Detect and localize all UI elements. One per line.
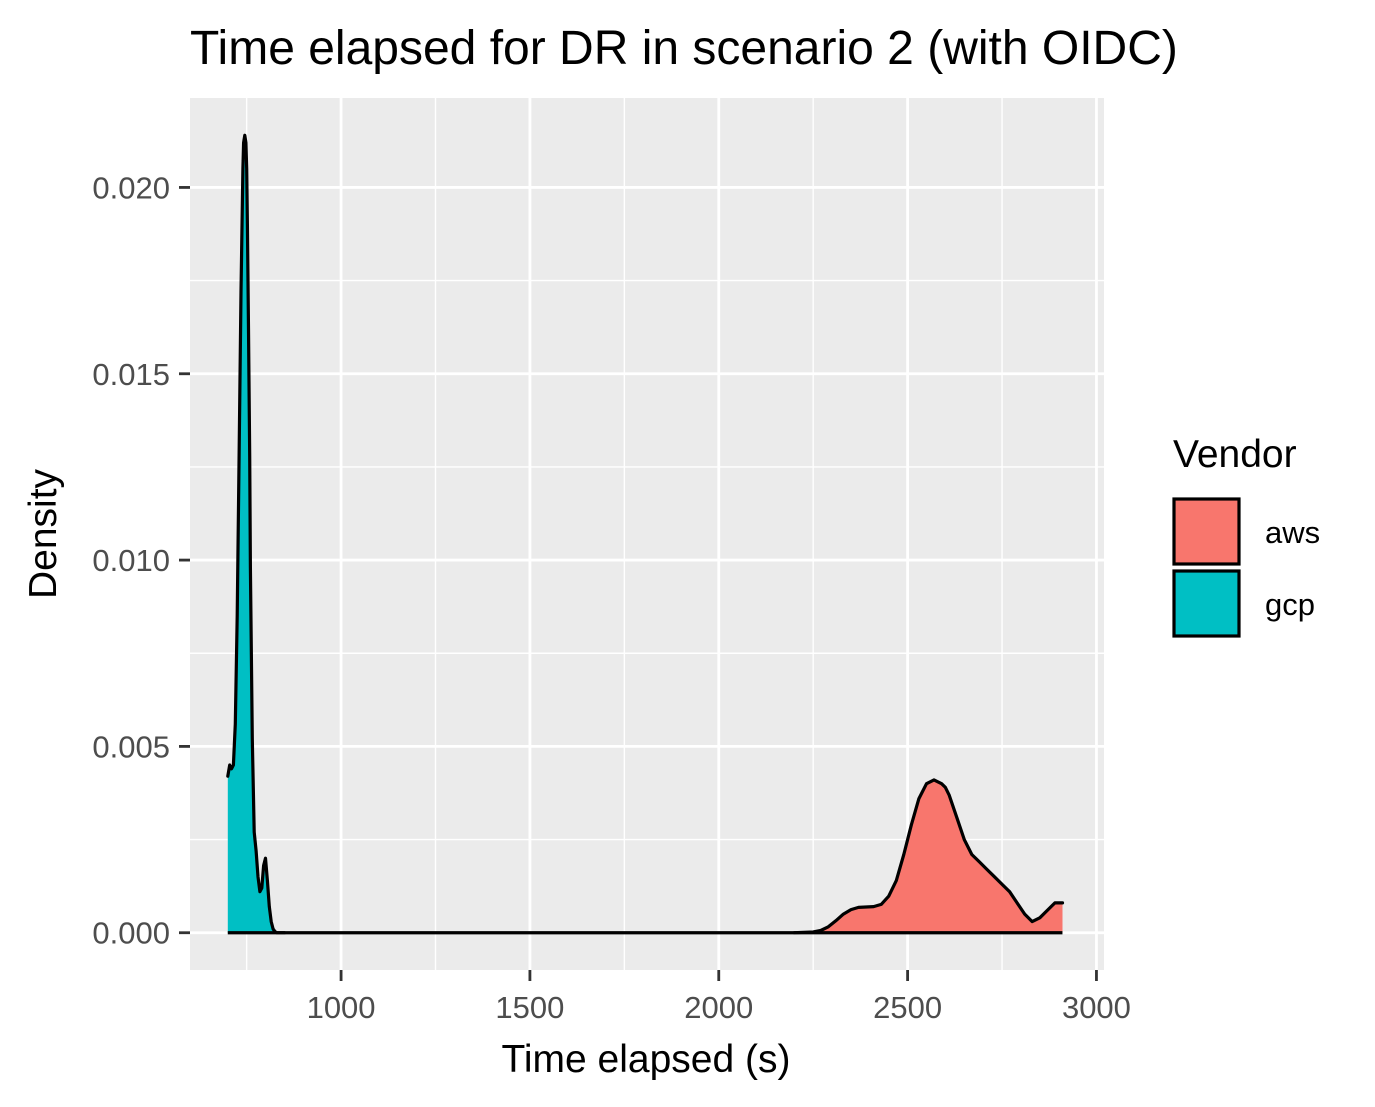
density-series	[226, 133, 1065, 935]
legend-label-aws: aws	[1265, 515, 1320, 550]
density-outline-gcp	[226, 133, 286, 935]
y-tick-label: 0.000	[92, 916, 170, 951]
legend-items: aws gcp	[1172, 497, 1320, 638]
axes: 0.000 0.005 0.010 0.015 0.020 1000 1500 2000 250…	[92, 170, 1131, 1025]
y-tick-label: 0.010	[92, 543, 170, 578]
x-tick-label: 1000	[307, 990, 376, 1025]
legend-title: Vendor	[1173, 433, 1297, 476]
y-axis-title: Density	[22, 468, 65, 599]
x-tick-label: 1500	[495, 990, 564, 1025]
y-tick-label: 0.015	[92, 357, 170, 392]
x-tick-label: 2000	[684, 990, 753, 1025]
density-area-aws	[794, 779, 1063, 933]
y-tick-label: 0.005	[92, 729, 170, 764]
legend-key-aws	[1172, 497, 1241, 566]
chart-title: Time elapsed for DR in scenario 2 (with …	[190, 22, 1178, 75]
legend: Vendor aws gcp	[1172, 433, 1320, 638]
density-outline-aws	[792, 778, 1065, 935]
x-axis-title: Time elapsed (s)	[502, 1038, 791, 1081]
y-tick-label: 0.020	[92, 170, 170, 205]
x-tick-label: 3000	[1062, 990, 1131, 1025]
legend-label-gcp: gcp	[1265, 587, 1315, 622]
x-tick-label: 2500	[873, 990, 942, 1025]
legend-key-gcp	[1172, 569, 1241, 638]
